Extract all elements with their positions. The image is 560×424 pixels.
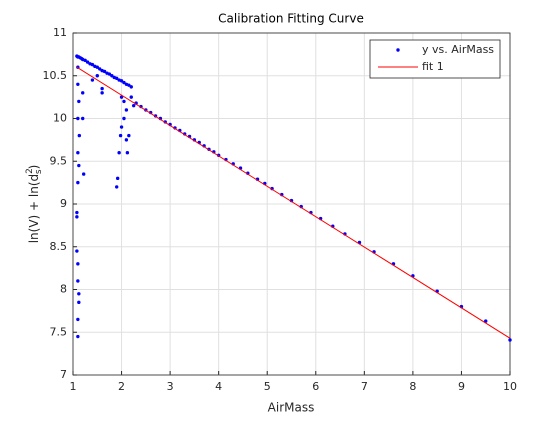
x-tick-label: 6: [312, 380, 319, 393]
x-tick-label: 5: [264, 380, 271, 393]
data-point: [76, 180, 80, 185]
data-point: [102, 69, 107, 74]
x-tick-label: 3: [167, 380, 174, 393]
x-tick-label: 7: [361, 380, 368, 393]
data-point: [95, 65, 99, 69]
chart-title: Calibration Fitting Curve: [218, 12, 364, 26]
y-axis-label: ln(V) + ln(d2s): [25, 165, 44, 244]
data-point: [77, 163, 81, 168]
data-point: [83, 58, 87, 63]
data-point: [81, 172, 86, 176]
axes-box: [72, 32, 511, 376]
y-tick-label: 7.5: [50, 325, 68, 338]
data-point: [75, 215, 79, 219]
data-point: [76, 279, 80, 283]
data-point: [81, 116, 85, 121]
y-label-sup: 2: [25, 168, 35, 174]
x-tick-label: 1: [70, 380, 77, 393]
data-point: [125, 151, 130, 155]
legend-box: [369, 39, 501, 79]
data-point: [76, 317, 80, 322]
data-point: [127, 83, 131, 87]
data-point: [124, 138, 129, 142]
legend-label: fit 1: [422, 60, 444, 73]
data-point: [90, 78, 95, 82]
data-point: [122, 80, 126, 85]
y-tick-label: 11: [53, 26, 67, 39]
data-point: [110, 74, 114, 78]
data-point: [115, 176, 120, 181]
data-point: [129, 95, 133, 99]
fit-line: [76, 66, 511, 339]
y-label-sub: s: [34, 169, 44, 174]
data-point: [122, 116, 126, 121]
data-point: [131, 103, 136, 108]
data-point: [76, 334, 80, 339]
data-point: [100, 86, 104, 91]
data-point: [107, 72, 112, 76]
data-point: [115, 185, 119, 189]
data-point: [119, 79, 124, 83]
data-point: [129, 85, 133, 89]
data-point: [76, 262, 80, 266]
data-point: [95, 74, 99, 78]
data-point: [75, 210, 79, 215]
y-tick-label: 9: [60, 197, 67, 210]
y-label-end: ): [27, 165, 41, 170]
data-point: [117, 151, 121, 155]
legend: y vs. AirMass fit 1: [369, 39, 501, 79]
x-tick-label: 9: [458, 380, 465, 393]
data-point: [81, 91, 85, 95]
data-point: [76, 82, 80, 87]
data-point: [115, 76, 119, 81]
y-tick-label: 10: [53, 112, 67, 125]
x-tick-label: 4: [215, 380, 222, 393]
y-tick-label: 8.5: [50, 240, 68, 253]
x-tick-label: 2: [118, 380, 125, 393]
data-point: [77, 292, 81, 296]
y-tick-label: 9.5: [50, 154, 68, 167]
y-tick-label: 8: [60, 283, 67, 296]
data-point: [98, 67, 102, 71]
data-point: [77, 99, 81, 104]
y-tick-label: 7: [60, 368, 67, 381]
data-point: [122, 99, 126, 104]
data-point: [85, 60, 90, 64]
data-point: [77, 133, 82, 138]
x-tick-label: 8: [409, 380, 416, 393]
data-point: [124, 108, 129, 112]
legend-label: y vs. AirMass: [422, 43, 494, 56]
data-point: [508, 338, 512, 342]
data-point: [100, 91, 104, 95]
data-point: [75, 249, 79, 253]
y-tick-label: 10.5: [43, 69, 68, 82]
y-label-text: ln(V) + ln(d: [27, 174, 41, 243]
data-point: [127, 133, 131, 138]
legend-marker: [396, 48, 400, 52]
x-tick-label: 10: [503, 380, 517, 393]
data-point: [119, 125, 124, 129]
data-point: [90, 62, 95, 67]
data-point: [118, 133, 123, 138]
data-point: [76, 116, 80, 121]
data-point: [76, 151, 80, 155]
data-point: [77, 300, 81, 305]
x-axis-label: AirMass: [268, 401, 315, 415]
